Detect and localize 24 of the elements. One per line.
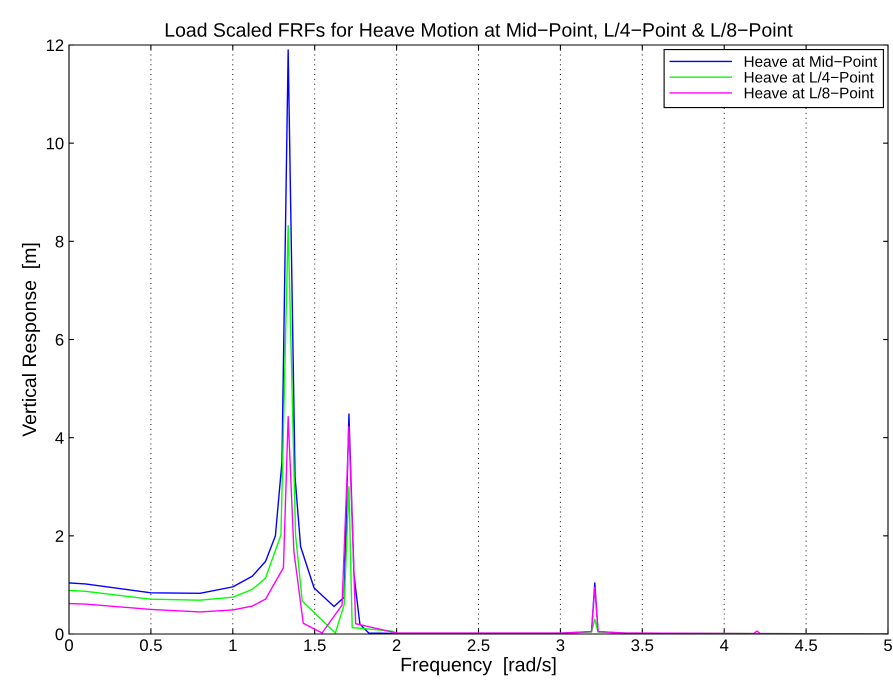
x-tick-label: 2.5 <box>468 639 490 652</box>
x-axis-title: Frequency [rad/s] <box>402 657 556 676</box>
x-tick-label: 3 <box>556 639 564 652</box>
y-tick-label: 4 <box>55 432 64 444</box>
x-tick-label: 0.5 <box>140 639 162 652</box>
y-axis-title: Vertical Response [m] <box>22 244 40 437</box>
x-tick-label: 4.5 <box>794 639 817 652</box>
y-tick-label: 8 <box>56 236 64 248</box>
x-tick-label: 1.5 <box>304 639 326 652</box>
legend-label: Heave at Mid−Point <box>744 56 878 67</box>
y-tick-label: 6 <box>56 334 64 346</box>
x-tick-label: 2 <box>392 639 400 651</box>
x-tick-label: 1 <box>229 639 237 651</box>
y-tick-label: 0 <box>56 628 64 640</box>
x-tick-label: 4 <box>720 639 728 651</box>
x-tick-label: 3.5 <box>631 639 654 652</box>
legend-label: Heave at L/4−Point <box>744 71 874 83</box>
y-tick-label: 12 <box>46 39 64 52</box>
y-tick-label: 10 <box>46 138 64 150</box>
x-tick-label: 0 <box>65 639 73 652</box>
legend-label: Heave at L/8−Point <box>744 87 874 98</box>
x-tick-label: 5 <box>884 639 892 652</box>
chart-title: Load Scaled FRFs for Heave Motion at Mid−Point, L/4−Point & L/8−Point <box>166 22 793 40</box>
y-tick-label: 2 <box>56 530 64 542</box>
